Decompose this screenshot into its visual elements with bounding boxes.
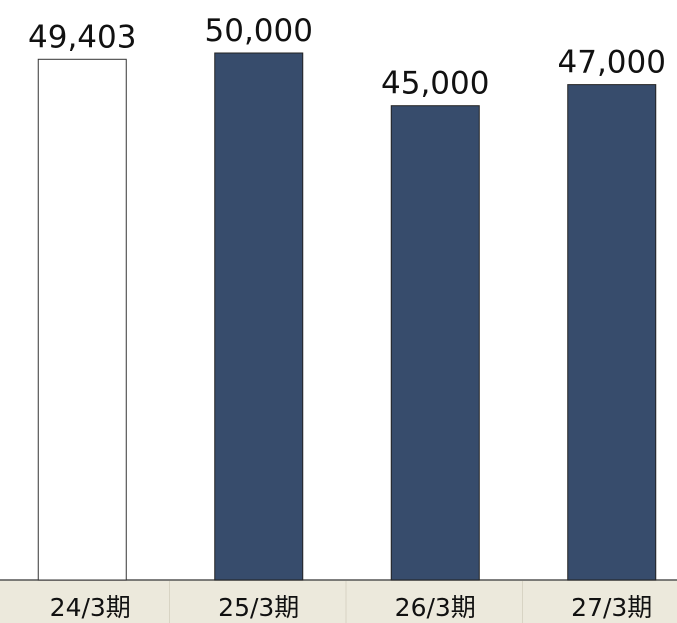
value-label: 49,403 (28, 19, 136, 55)
bar (390, 105, 480, 581)
bar (214, 52, 304, 581)
x-tick-label: 26/3期 (395, 593, 476, 622)
x-tick-label: 27/3期 (571, 593, 652, 622)
x-tick-label: 25/3期 (218, 593, 299, 622)
value-label: 45,000 (381, 66, 489, 102)
bar (567, 84, 657, 581)
bar (37, 58, 127, 581)
category-strip (0, 580, 677, 623)
value-label: 50,000 (205, 13, 313, 49)
value-label: 47,000 (558, 45, 666, 81)
x-tick-label: 24/3期 (50, 593, 131, 622)
